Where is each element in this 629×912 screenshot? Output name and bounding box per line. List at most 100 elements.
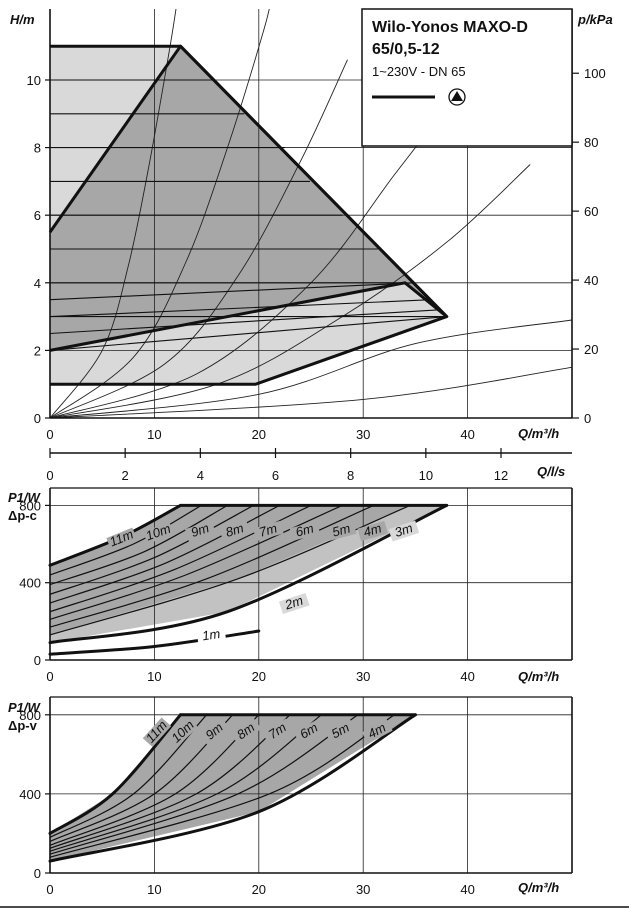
power-curve-7m <box>49 504 281 604</box>
legend-box <box>361 8 573 147</box>
x-tick-label: 20 <box>252 427 266 442</box>
envelope-dpc-outline <box>48 44 449 352</box>
chart-legend: Wilo-Yonos MAXO-D 65/0,5-12 1~230V - DN … <box>361 8 573 147</box>
curve-label: 6m <box>294 520 315 539</box>
power-curve-4m <box>49 714 396 858</box>
system-curve <box>50 120 437 418</box>
x-tick-label: 0 <box>46 669 53 684</box>
power-partload-fill <box>50 505 447 643</box>
x-tick-label: 10 <box>147 882 161 897</box>
power-curve-5m <box>49 504 343 620</box>
curve-label-bg <box>326 521 357 541</box>
x-axis-label-flow-ls: Q/l/s <box>537 464 565 479</box>
power-curve-6m <box>49 504 312 613</box>
curve-label-bg <box>143 522 174 544</box>
system-curve <box>50 319 572 418</box>
curve-label-bg <box>196 627 227 645</box>
y-axis-label-mode-dpv: Δp-v <box>8 718 38 733</box>
curve-label-bg <box>262 718 294 745</box>
curve-label: 9m <box>189 520 211 540</box>
y-tick-label: 6 <box>34 208 41 223</box>
curve-label: 4m <box>362 520 384 539</box>
pump-symbol-icon <box>448 88 466 106</box>
x2-tick-label: 4 <box>197 468 204 483</box>
y-axis-label-power-dpc: P1/W <box>8 490 42 505</box>
power-curve-9m <box>49 504 229 586</box>
x-tick-label: 0 <box>46 427 53 442</box>
x-tick-label: 30 <box>356 669 370 684</box>
curve-label-bg <box>357 520 388 542</box>
x2-tick-label: 8 <box>347 468 354 483</box>
x-tick-label: 10 <box>147 669 161 684</box>
x-tick-label: 10 <box>147 427 161 442</box>
curve-label-bg <box>168 717 198 747</box>
y-tick-label: 800 <box>19 498 41 513</box>
curve-label-bg <box>231 718 262 746</box>
y2-tick-label: 100 <box>584 66 606 81</box>
power-curve-1m <box>48 629 261 656</box>
legend-title-line2: 65/0,5-12 <box>372 41 440 58</box>
y2-tick-label: 40 <box>584 273 598 288</box>
legend-subtitle: 1~230V - DN 65 <box>372 64 466 79</box>
curve-label-bg <box>106 527 138 551</box>
y-axis-label-power-dpv: P1/W <box>8 700 42 715</box>
y-tick-label: 0 <box>34 866 41 881</box>
legend-title-line1: Wilo-Yonos MAXO-D <box>372 19 528 36</box>
x-axis-label-flow-3: Q/m³/h <box>518 880 559 895</box>
y-axis-label-head: H/m <box>10 12 35 27</box>
x-axis-label-flow-2: Q/m³/h <box>518 669 559 684</box>
dpc-curve-line <box>50 299 432 318</box>
curve-label-bg <box>289 521 321 541</box>
y2-tick-label: 60 <box>584 204 598 219</box>
system-curve <box>50 366 572 418</box>
power-curve-min <box>48 713 417 863</box>
system-curve <box>50 9 270 418</box>
y-tick-label: 2 <box>34 343 41 358</box>
power-curve-4m <box>49 504 375 628</box>
envelope-dpc-fill <box>50 46 447 351</box>
y-tick-label: 0 <box>34 411 41 426</box>
x-tick-label: 30 <box>356 882 370 897</box>
y2-tick-label: 0 <box>584 411 591 426</box>
y-tick-label: 800 <box>19 708 41 723</box>
y-tick-label: 4 <box>34 276 41 291</box>
y-axis-label-pressure: p/kPa <box>577 12 613 27</box>
curve-label-bg <box>199 717 230 746</box>
dpc-curve-line <box>50 282 416 301</box>
curve-label: 1m <box>201 626 221 643</box>
x2-tick-label: 6 <box>272 468 279 483</box>
head-chart: H/m p/kPa Q/m³/h 0 10 20 30 4002468100204060… <box>10 9 613 442</box>
x-tick-label: 30 <box>356 427 370 442</box>
curve-label-bg <box>142 717 172 747</box>
x2-tick-label: 0 <box>46 468 53 483</box>
power-curve-3m <box>49 504 411 636</box>
curve-label: 5m <box>330 520 351 539</box>
x-tick-label: 40 <box>460 669 474 684</box>
power-curve-11m <box>48 713 182 835</box>
dpc-curve-line <box>50 316 447 351</box>
curve-label-bg <box>184 520 216 542</box>
y-tick-label: 400 <box>19 576 41 591</box>
x-tick-label: 20 <box>252 882 266 897</box>
y-axis-label-mode-dpc: Δp-c <box>8 508 37 523</box>
curve-label-bg <box>293 718 325 745</box>
y2-tick-label: 80 <box>584 135 598 150</box>
x-tick-label: 0 <box>46 882 53 897</box>
x-tick-label: 40 <box>460 427 474 442</box>
curve-label-bg <box>253 520 284 542</box>
power-envelope-fill <box>50 714 416 862</box>
curve-label-bg <box>325 719 357 744</box>
curve-label: 8m <box>224 520 246 540</box>
power-curve-10m <box>49 504 202 576</box>
x2-tick-label: 12 <box>494 468 508 483</box>
system-curve <box>50 59 348 418</box>
y2-tick-label: 20 <box>584 342 598 357</box>
power-curve-8m <box>49 504 255 595</box>
curve-label: 7m <box>257 520 279 539</box>
system-curve <box>50 164 531 418</box>
curve-label-bg <box>388 520 420 542</box>
curve-label-bg <box>278 593 310 615</box>
x-tick-label: 40 <box>460 882 474 897</box>
